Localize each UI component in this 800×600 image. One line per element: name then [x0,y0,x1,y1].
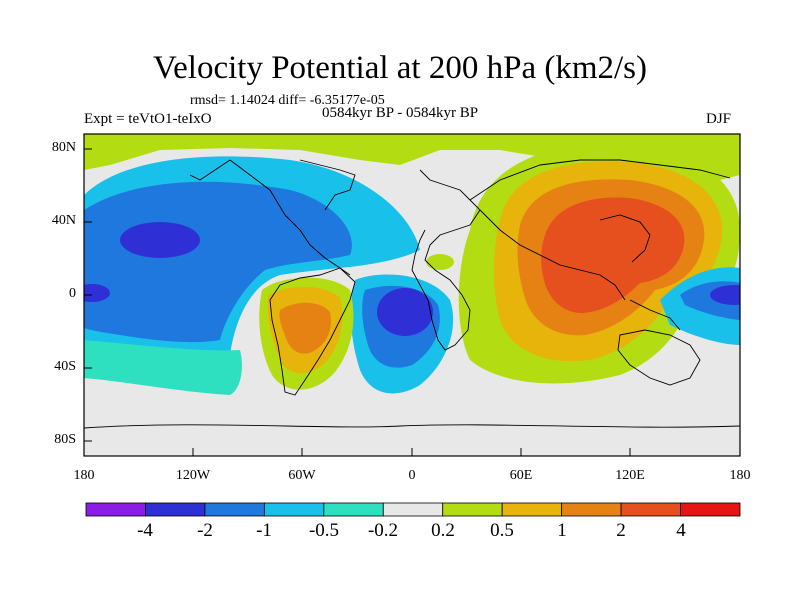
colorbar-label: -4 [137,520,153,541]
colorbar-label: -2 [197,520,213,541]
colorbar-swatch [382,502,444,517]
lon-label: 0 [408,468,416,483]
season-label: DJF [706,111,732,127]
lon-label: 120W [175,468,211,483]
lat-label: 0 [69,286,76,301]
colorbar-swatch [85,502,146,517]
colorbar-label: 2 [616,520,626,541]
lat-label: 80N [51,140,76,155]
contour-field [84,134,740,456]
colorbar-label: -0.5 [308,520,340,541]
stats-text: rmsd= 1.14024 diff= -6.35177e-05 [190,93,385,108]
colorbar-swatch [501,502,563,517]
colorbar-label: -0.2 [367,520,399,541]
experiment-label: Expt = teVtO1-teIxO [84,111,212,127]
lon-label: 60E [509,468,533,483]
lon-label: 60W [288,468,316,483]
coastlines [84,159,740,429]
colorbar-swatch [145,502,206,517]
lon-label: 180 [73,468,95,483]
colorbar-swatch [323,502,384,517]
map-title: Velocity Potential at 200 hPa (km2/s) [152,50,648,86]
colorbar-label: 1 [557,520,567,541]
colorbar-swatch [620,502,681,517]
colorbar-label: 4 [676,520,686,541]
colorbar-swatch [561,502,622,517]
colorbar-label: -1 [256,520,272,541]
lon-label: 120E [615,468,645,483]
period-label: 0584kyr BP - 0584kyr BP [322,105,479,121]
colorbar-swatch [442,502,503,517]
lat-label: 40S [54,359,76,374]
lat-label: 80S [54,432,76,447]
colorbar-label: 0.2 [431,520,455,541]
lat-label: 40N [51,213,76,228]
lon-label: 180 [729,468,751,483]
colorbar-label: 0.5 [490,520,514,541]
axis-ticks [83,148,741,456]
colorbar-swatch [680,502,741,517]
colorbar-swatch [204,502,265,517]
colorbar-swatch [263,502,325,517]
